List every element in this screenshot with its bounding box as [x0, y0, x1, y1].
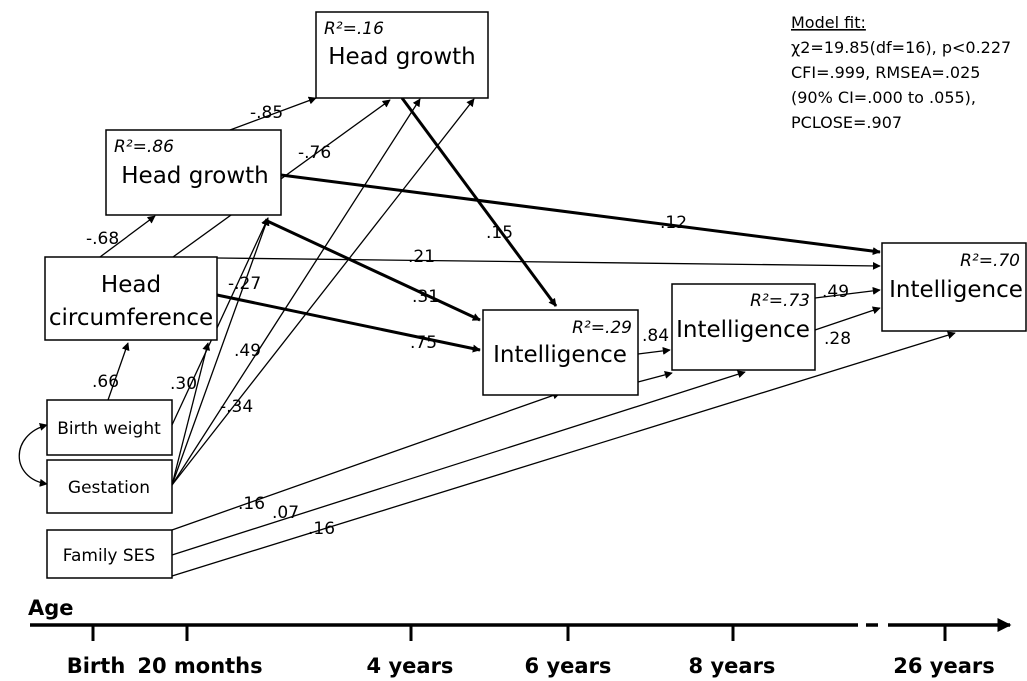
edge: [171, 370, 746, 556]
model-fit-line: (90% CI=.000 to .055),: [791, 88, 976, 107]
model-fit-title: Model fit:: [791, 13, 866, 32]
edge: [171, 98, 475, 486]
tick-label: 6 years: [525, 654, 612, 678]
edge: [171, 217, 270, 486]
axis-title: Age: [28, 596, 74, 620]
edge: [171, 331, 956, 577]
r-squared: R²=.86: [114, 137, 174, 157]
node-label: Head: [101, 272, 161, 298]
node-label: circumference: [49, 305, 213, 331]
covariance: [18, 423, 48, 487]
edge: [216, 293, 481, 353]
r-squared: R²=.16: [324, 19, 384, 39]
edge-label: .49: [822, 282, 849, 302]
edge: [171, 391, 561, 531]
edge-labels: -.85 -.76 -.68 .21 .12 .15 -.27 .31 .75 …: [86, 103, 851, 539]
model-fit-line: PCLOSE=.907: [791, 113, 902, 132]
edge-label: -.34: [220, 397, 253, 417]
edge-label: .30: [170, 374, 197, 394]
edge-label: .75: [410, 333, 437, 353]
edge: [171, 98, 421, 486]
node-box: [482, 309, 639, 396]
edge: [171, 217, 269, 426]
node-label: Intelligence: [889, 277, 1023, 303]
node-label: Gestation: [68, 478, 150, 498]
edge-label: .16: [238, 494, 265, 514]
node-box: [671, 283, 816, 371]
edge-label: .12: [660, 213, 687, 233]
tick-label: 20 months: [137, 654, 262, 678]
node-box: [46, 399, 173, 456]
edge-label: .31: [412, 287, 439, 307]
edge-label: -.68: [86, 229, 119, 249]
edge: [637, 346, 671, 355]
edge: [400, 97, 558, 307]
edge: [171, 342, 211, 486]
node-box: [46, 459, 173, 514]
r-squared: R²=.70: [960, 251, 1020, 271]
tick-label: 26 years: [893, 654, 995, 678]
edge-label: .16: [308, 519, 335, 539]
model-fit: Model fit: χ2=19.85(df=16), p<0.227 CFI=…: [791, 13, 1011, 132]
edge-label: -.85: [250, 103, 283, 123]
model-fit-line: χ2=19.85(df=16), p<0.227: [791, 38, 1011, 57]
edge: [229, 96, 317, 131]
age-axis: Age Birth 20 months 4 years 6 years 8 ye…: [28, 596, 1012, 678]
node-box: [315, 11, 489, 99]
tick-label: 4 years: [367, 654, 454, 678]
node-box: [46, 529, 173, 579]
edges: [18, 96, 956, 577]
tick-label: 8 years: [689, 654, 776, 678]
model-fit-line: CFI=.999, RMSEA=.025: [791, 63, 980, 82]
node-label: Head growth: [121, 163, 268, 189]
edge-label: -.76: [298, 143, 331, 163]
node-label: Intelligence: [676, 317, 810, 343]
axis-ticks: [91, 625, 947, 641]
edge: [107, 342, 130, 401]
edge-label: .15: [486, 223, 513, 243]
tick-label: Birth: [67, 654, 126, 678]
edge-label: .66: [92, 372, 119, 392]
node-label: Birth weight: [57, 419, 161, 439]
node-box: [105, 129, 282, 216]
node-box: [881, 242, 1027, 332]
edge: [637, 370, 673, 383]
edge-label: .49: [234, 341, 261, 361]
edge: [216, 257, 881, 270]
edge: [264, 218, 481, 322]
edge: [280, 173, 881, 256]
edge-label: .28: [824, 329, 851, 349]
node-label: Head growth: [328, 44, 475, 70]
nodes: R²=.16 Head growth R²=.86 Head growth He…: [44, 11, 1027, 579]
edge: [99, 215, 156, 258]
edge-label: .84: [642, 326, 669, 346]
edge-label: .21: [408, 247, 435, 267]
edge-label: .07: [272, 503, 299, 523]
r-squared: R²=.73: [750, 291, 810, 311]
edge: [814, 286, 881, 299]
node-label: Family SES: [63, 546, 155, 566]
edge-label: -.27: [228, 274, 261, 294]
r-squared: R²=.29: [572, 318, 632, 338]
node-box: [44, 256, 218, 341]
node-label: Intelligence: [493, 342, 627, 368]
edge: [814, 306, 881, 331]
